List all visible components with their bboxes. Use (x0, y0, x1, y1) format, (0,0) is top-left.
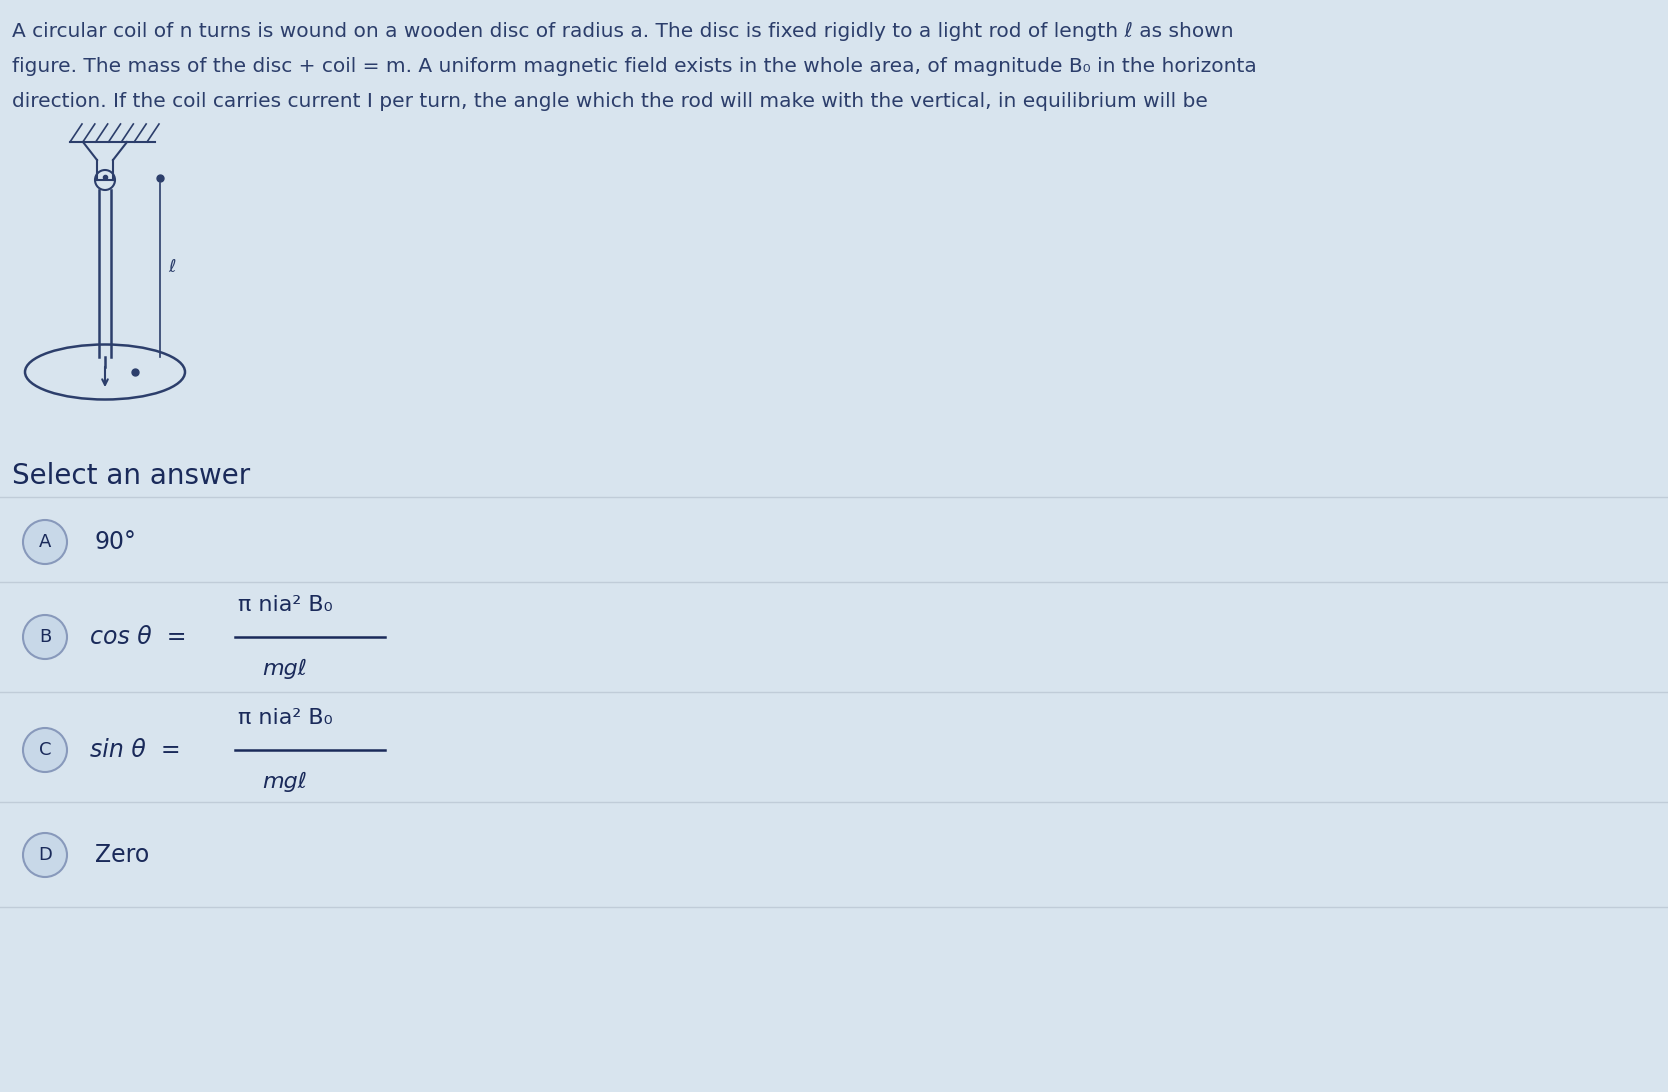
Text: direction. If the coil carries current I per turn, the angle which the rod will : direction. If the coil carries current I… (12, 92, 1208, 111)
Text: D: D (38, 846, 52, 864)
Text: Zero: Zero (95, 843, 148, 867)
Text: $\ell$: $\ell$ (168, 259, 177, 276)
Text: A: A (38, 533, 52, 551)
Text: B: B (38, 628, 52, 646)
Circle shape (23, 615, 67, 658)
Text: π nia² B₀: π nia² B₀ (237, 708, 332, 728)
Text: π nia² B₀: π nia² B₀ (237, 595, 332, 615)
Text: sin θ  =: sin θ = (90, 738, 180, 762)
Circle shape (23, 728, 67, 772)
Circle shape (23, 833, 67, 877)
Text: 90°: 90° (95, 530, 137, 554)
Text: cos θ  =: cos θ = (90, 625, 187, 649)
Text: C: C (38, 741, 52, 759)
Text: mgℓ: mgℓ (262, 658, 307, 679)
Text: figure. The mass of the disc + coil = m. A uniform magnetic field exists in the : figure. The mass of the disc + coil = m.… (12, 57, 1256, 76)
Circle shape (23, 520, 67, 563)
Text: mgℓ: mgℓ (262, 772, 307, 792)
Text: Select an answer: Select an answer (12, 462, 250, 490)
Text: A circular coil of n turns is wound on a wooden disc of radius a. The disc is fi: A circular coil of n turns is wound on a… (12, 22, 1234, 41)
